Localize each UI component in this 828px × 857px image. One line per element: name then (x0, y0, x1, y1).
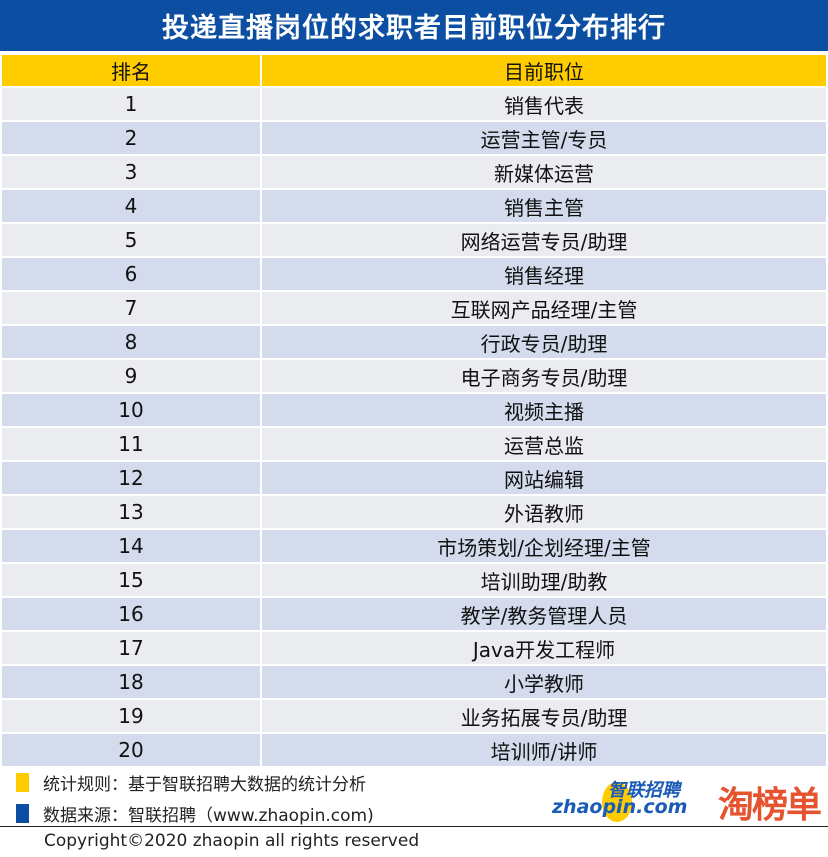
rank-cell: 3 (0, 154, 262, 190)
position-cell: 电子商务专员/助理 (260, 358, 828, 394)
position-cell: 销售代表 (260, 86, 828, 122)
taobangdan-logo: 淘榜单 (718, 785, 822, 826)
position-cell: 教学/教务管理人员 (260, 596, 828, 632)
table-row: 5 网络运营专员/助理 (0, 222, 828, 258)
position-cell: 行政专员/助理 (260, 324, 828, 360)
rank-cell: 4 (0, 188, 262, 224)
position-cell: 市场策划/企划经理/主管 (260, 528, 828, 564)
rule-text: 统计规则：基于智联招聘大数据的统计分析 (43, 775, 366, 795)
position-cell: 销售主管 (260, 188, 828, 224)
table-row: 17 Java开发工程师 (0, 630, 828, 666)
rank-cell: 16 (0, 596, 262, 632)
blue-square-icon (16, 804, 29, 823)
table-header-row: 排名 目前职位 (0, 53, 828, 88)
rank-cell: 15 (0, 562, 262, 598)
rank-cell: 2 (0, 120, 262, 156)
yellow-square-icon (16, 773, 29, 792)
table-row: 14 市场策划/企划经理/主管 (0, 528, 828, 564)
table-row: 20 培训师/讲师 (0, 732, 828, 768)
rank-cell: 12 (0, 460, 262, 496)
table-row: 16 教学/教务管理人员 (0, 596, 828, 632)
position-cell: 视频主播 (260, 392, 828, 428)
position-cell: 培训师/讲师 (260, 732, 828, 768)
table-row: 6 销售经理 (0, 256, 828, 292)
position-cell: 业务拓展专员/助理 (260, 698, 828, 734)
table-row: 19 业务拓展专员/助理 (0, 698, 828, 734)
position-cell: 外语教师 (260, 494, 828, 530)
legend-source: 数据来源：智联招聘（www.zhaopin.com) (16, 801, 374, 826)
rank-cell: 18 (0, 664, 262, 700)
table-row: 8 行政专员/助理 (0, 324, 828, 360)
rank-cell: 6 (0, 256, 262, 292)
rank-cell: 17 (0, 630, 262, 666)
position-cell: 运营总监 (260, 426, 828, 462)
rank-cell: 14 (0, 528, 262, 564)
table-row: 18 小学教师 (0, 664, 828, 700)
position-cell: 销售经理 (260, 256, 828, 292)
source-text: 数据来源：智联招聘（www.zhaopin.com) (43, 806, 374, 826)
column-header-rank: 排名 (0, 53, 262, 88)
table-row: 12 网站编辑 (0, 460, 828, 496)
position-cell: 小学教师 (260, 664, 828, 700)
table-row: 1 销售代表 (0, 86, 828, 122)
rank-cell: 10 (0, 392, 262, 428)
zhaopin-logo-en: zhaopin.com (552, 796, 688, 818)
rank-cell: 20 (0, 732, 262, 768)
rank-cell: 11 (0, 426, 262, 462)
zhaopin-logo: 智联招聘 zhaopin.com (552, 776, 707, 826)
table-row: 9 电子商务专员/助理 (0, 358, 828, 394)
position-cell: 运营主管/专员 (260, 120, 828, 156)
table-row: 10 视频主播 (0, 392, 828, 428)
rank-cell: 9 (0, 358, 262, 394)
table-row: 4 销售主管 (0, 188, 828, 224)
rank-cell: 13 (0, 494, 262, 530)
rank-cell: 1 (0, 86, 262, 122)
ranking-table: 排名 目前职位 1 销售代表 2 运营主管/专员 3 新媒体运营 4 销售主管 5 网络运营专员/… (0, 53, 828, 768)
rank-cell: 8 (0, 324, 262, 360)
position-cell: 网络运营专员/助理 (260, 222, 828, 258)
rank-cell: 5 (0, 222, 262, 258)
position-cell: 新媒体运营 (260, 154, 828, 190)
position-cell: 互联网产品经理/主管 (260, 290, 828, 326)
column-header-position: 目前职位 (260, 53, 828, 88)
legend-rule: 统计规则：基于智联招聘大数据的统计分析 (16, 770, 366, 795)
table-row: 2 运营主管/专员 (0, 120, 828, 156)
page-title: 投递直播岗位的求职者目前职位分布排行 (0, 0, 828, 51)
divider (0, 826, 828, 827)
table-row: 11 运营总监 (0, 426, 828, 462)
copyright: Copyright©2020 zhaopin all rights reserv… (44, 831, 420, 851)
position-cell: 网站编辑 (260, 460, 828, 496)
position-cell: 培训助理/助教 (260, 562, 828, 598)
rank-cell: 7 (0, 290, 262, 326)
table-row: 13 外语教师 (0, 494, 828, 530)
table-row: 7 互联网产品经理/主管 (0, 290, 828, 326)
position-cell: Java开发工程师 (260, 630, 828, 666)
zhaopin-logo-cn: 智联招聘 (608, 780, 680, 801)
table-row: 15 培训助理/助教 (0, 562, 828, 598)
rank-cell: 19 (0, 698, 262, 734)
table-row: 3 新媒体运营 (0, 154, 828, 190)
